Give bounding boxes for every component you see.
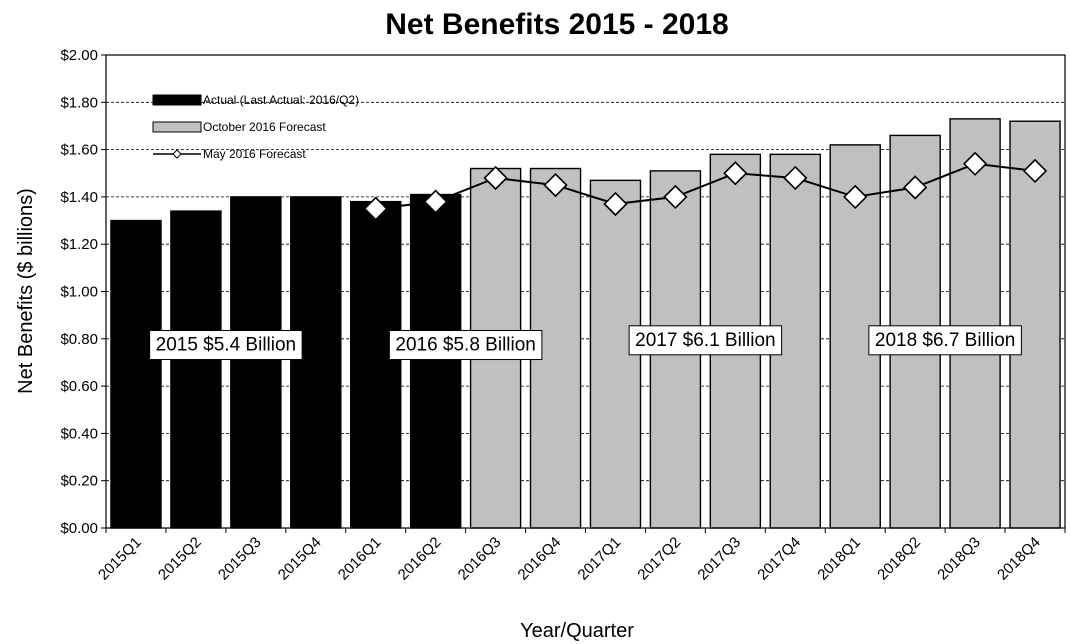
legend-marker xyxy=(172,149,182,159)
y-tick-label: $0.00 xyxy=(60,520,98,537)
y-tick-label: $1.60 xyxy=(60,142,98,159)
annotation-box xyxy=(149,330,303,361)
x-axis-labels: 2015Q1 2015Q2 2015Q3 2015Q4 2016Q1 2016Q2 2016… xyxy=(95,528,1066,584)
line-marker xyxy=(423,189,448,214)
bar xyxy=(290,196,342,529)
x-tick-label: 2015Q1 xyxy=(95,534,145,584)
y-tick-label: $2.00 xyxy=(60,47,98,64)
bars xyxy=(110,118,1061,529)
x-tick-label: 2016Q4 xyxy=(515,534,565,584)
x-tick-label: 2017Q3 xyxy=(694,534,744,584)
x-tick-label: 2016Q1 xyxy=(335,534,385,584)
y-tick-label: $1.20 xyxy=(60,236,98,253)
line-marker xyxy=(903,175,928,200)
x-tick-label: 2017Q4 xyxy=(754,534,804,584)
y-tick-label: $1.80 xyxy=(60,94,98,111)
legend-swatch xyxy=(152,121,202,133)
y-tick-label: $0.60 xyxy=(60,378,98,395)
x-axis-title: Year/Quarter xyxy=(520,620,634,642)
bar xyxy=(1009,120,1061,529)
x-tick-label: 2015Q2 xyxy=(155,534,205,584)
x-tick-label: 2018Q4 xyxy=(994,534,1044,584)
y-axis-title: Net Benefits ($ billions) xyxy=(15,188,37,394)
y-tick-label: $0.40 xyxy=(60,425,98,442)
x-tick-label: 2017Q1 xyxy=(575,534,625,584)
line-marker xyxy=(843,184,868,210)
y-tick-label: $1.00 xyxy=(60,284,98,301)
annotation-label: 2015 $5.4 Billion xyxy=(156,335,297,356)
legend-label: May 2016 Forecast xyxy=(203,147,306,161)
annotation-label: 2017 $6.1 Billion xyxy=(635,330,776,351)
line-marker xyxy=(723,161,748,186)
bar xyxy=(349,200,402,529)
y-tick-label: $0.80 xyxy=(60,331,98,348)
forecast-line xyxy=(363,151,1048,221)
annotations: 2015 $5.4 Billion 2016 $5.8 Billion 2017 $… xyxy=(149,325,1022,361)
legend-swatch xyxy=(152,94,202,106)
y-axis-ticks: $0.00 $0.20 $0.40 $0.60 $0.80 $1.00 $1.20 $1.40… xyxy=(60,47,106,537)
annotation-box xyxy=(388,330,543,361)
line-marker xyxy=(363,196,388,221)
annotation-box xyxy=(868,325,1022,356)
line-marker xyxy=(603,191,628,217)
y-tick-label: $0.20 xyxy=(60,473,98,490)
x-tick-label: 2018Q1 xyxy=(814,534,864,584)
line-marker xyxy=(783,165,808,191)
bar xyxy=(409,193,462,529)
legend-label: October 2016 Forecast xyxy=(203,120,326,134)
annotation-box xyxy=(628,325,783,356)
bar xyxy=(230,196,282,529)
line-marker xyxy=(483,165,508,191)
annotation-label: 2018 $6.7 Billion xyxy=(875,330,1016,351)
x-tick-label: 2016Q3 xyxy=(455,534,505,584)
x-tick-label: 2015Q4 xyxy=(275,534,325,584)
line-marker xyxy=(543,172,568,198)
line-marker xyxy=(1022,158,1048,184)
x-tick-label: 2018Q2 xyxy=(874,534,924,584)
y-tick-label: $1.40 xyxy=(60,189,98,206)
bar xyxy=(170,210,222,529)
legend-label: Actual (Last Actual: 2016/Q2) xyxy=(203,93,359,107)
line-marker xyxy=(962,151,988,176)
line-marker xyxy=(663,184,688,210)
bar xyxy=(949,118,1001,529)
x-tick-label: 2018Q3 xyxy=(934,534,984,584)
chart-title: Net Benefits 2015 - 2018 xyxy=(385,8,729,41)
x-tick-label: 2017Q2 xyxy=(634,534,684,584)
legend: Actual (Last Actual: 2016/Q2) October 201… xyxy=(152,93,359,161)
line-series xyxy=(375,162,1036,210)
annotation-label: 2016 $5.8 Billion xyxy=(395,335,536,356)
bar xyxy=(110,219,162,529)
x-tick-label: 2016Q2 xyxy=(395,534,445,584)
x-tick-label: 2015Q3 xyxy=(215,534,265,584)
